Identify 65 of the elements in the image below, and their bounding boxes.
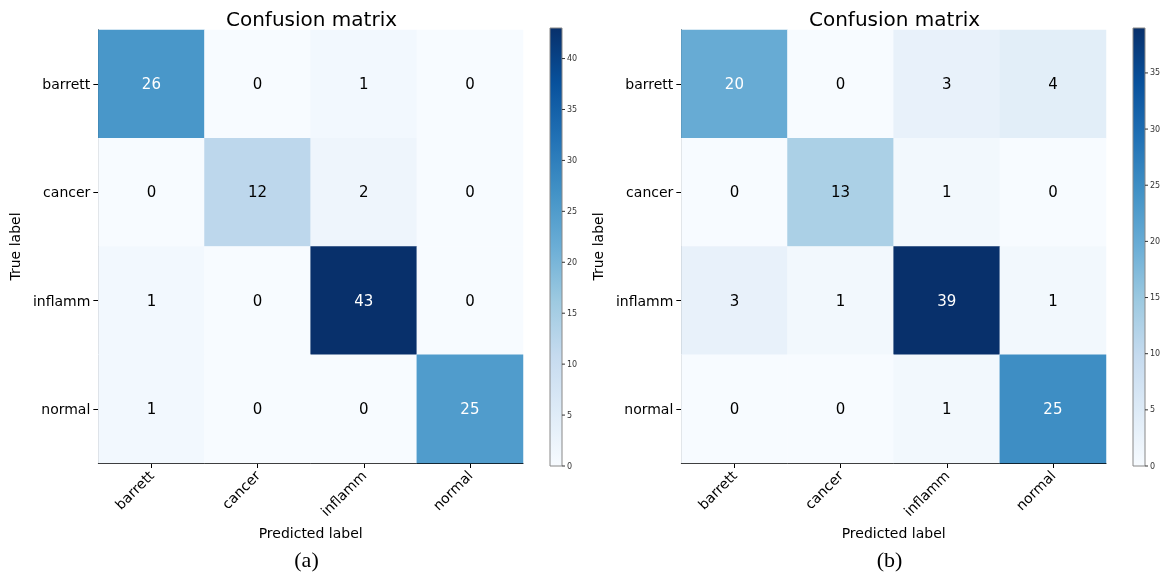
data-label: 13 — [831, 183, 851, 202]
color-bar-label: 10 — [1150, 349, 1161, 359]
data-label: 25 — [1043, 399, 1063, 418]
data-label: 1 — [835, 291, 846, 310]
data-label: 0 — [252, 291, 263, 310]
data-label: 1 — [146, 399, 157, 418]
data-label: 25 — [460, 399, 480, 418]
y-tick-label: cancer — [626, 184, 674, 201]
color-bar-label: 30 — [1150, 124, 1161, 134]
data-label: 0 — [358, 399, 369, 418]
color-bar-label: 20 — [567, 257, 578, 267]
y-tick-label: barrett — [625, 76, 674, 93]
data-label: 12 — [248, 183, 268, 202]
x-axis-title: Predicted label — [258, 524, 363, 541]
data-label: 0 — [729, 399, 740, 418]
color-bar-label: 40 — [567, 54, 578, 64]
data-label: 1 — [358, 75, 369, 94]
data-label: 3 — [729, 291, 740, 310]
data-label: 26 — [141, 75, 161, 94]
y-tick-label: barrett — [42, 76, 91, 93]
y-axis-title: True label — [590, 212, 606, 282]
color-bar-label: 10 — [567, 359, 578, 369]
data-label: 0 — [835, 75, 846, 94]
data-label: 0 — [146, 183, 157, 202]
data-label: 0 — [252, 399, 263, 418]
y-tick-label: cancer — [43, 184, 91, 201]
color-bar-label: 15 — [567, 308, 578, 318]
data-label: 3 — [941, 75, 952, 94]
color-bar-label: 20 — [1150, 236, 1161, 246]
data-label: 39 — [937, 291, 957, 310]
y-axis-title: True label — [7, 212, 23, 282]
color-bar-label: 15 — [1150, 293, 1161, 303]
data-label: 0 — [465, 291, 475, 310]
text: (a) — [294, 546, 319, 572]
data-label: 20 — [724, 75, 744, 94]
color-bar-label: 0 — [567, 461, 573, 471]
data-label: 0 — [465, 183, 475, 202]
chart-title: Confusion matrix — [225, 7, 398, 31]
data-label: 0 — [729, 183, 740, 202]
color-bar-label: 35 — [1150, 68, 1161, 78]
y-tick-label: normal — [41, 400, 91, 417]
color-bar-label: 5 — [567, 410, 573, 420]
chart-title: Confusion matrix — [808, 7, 981, 31]
data-label: 43 — [354, 291, 374, 310]
color-bar-label: 30 — [567, 155, 578, 165]
color-bar-label: 35 — [567, 104, 578, 114]
x-axis-title: Predicted label — [841, 524, 946, 541]
color-bar-label: 5 — [1150, 405, 1156, 415]
data-label: 1 — [146, 291, 157, 310]
y-tick-label: normal — [624, 400, 674, 417]
data-label: 0 — [1048, 183, 1058, 202]
text: (b) — [876, 546, 903, 572]
data-label: 0 — [465, 75, 475, 94]
data-label: 0 — [835, 399, 846, 418]
data-label: 4 — [1048, 75, 1058, 94]
data-label: 1 — [941, 399, 952, 418]
color-bar-label: 25 — [1150, 180, 1161, 190]
y-tick-label: inflamm — [615, 292, 674, 309]
data-label: 1 — [1048, 291, 1058, 310]
data-label: 0 — [252, 75, 263, 94]
color-bar-label: 0 — [1150, 461, 1156, 471]
y-tick-label: inflamm — [32, 292, 91, 309]
data-label: 2 — [358, 183, 369, 202]
color-bar-label: 25 — [567, 206, 578, 216]
data-label: 1 — [941, 183, 952, 202]
